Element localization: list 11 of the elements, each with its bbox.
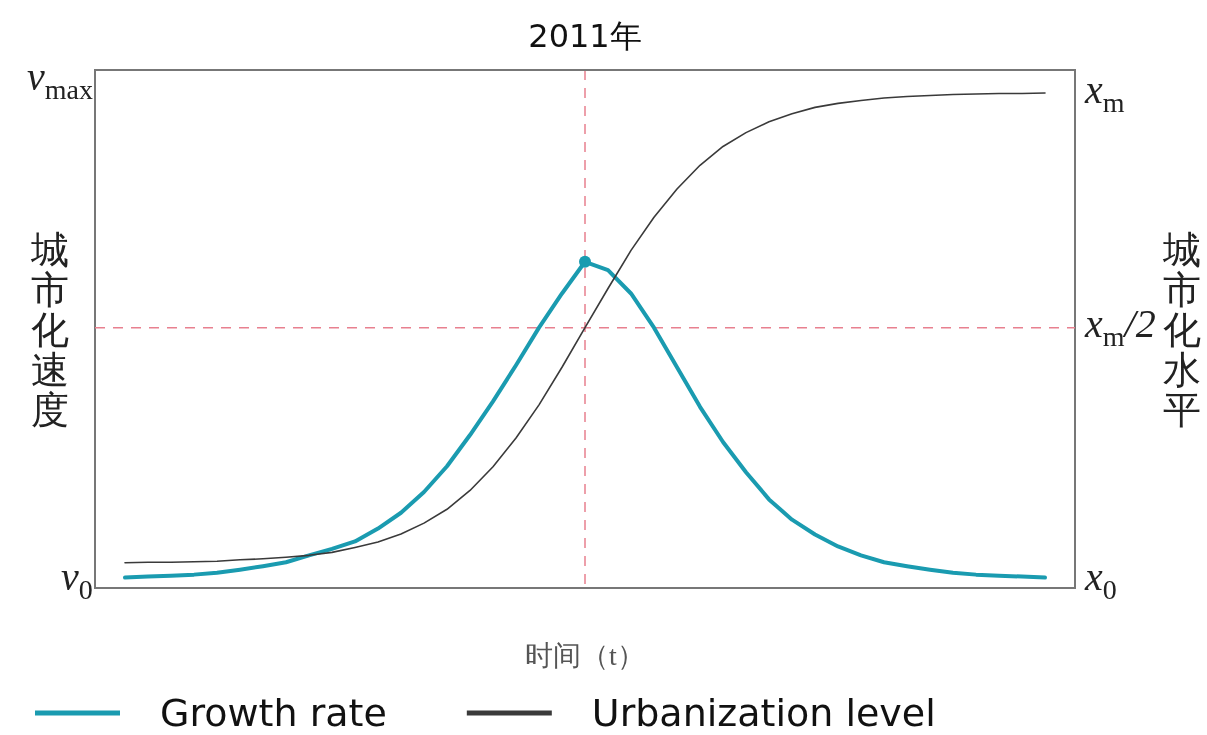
text: x$_{0}$ (1085, 553, 1117, 605)
y-axis-title: 城市化速度 (30, 229, 69, 431)
text: x$_{m}$ (1085, 66, 1125, 118)
chart-title: 2011年 (528, 17, 642, 55)
text: v$_{max}$ (27, 53, 93, 105)
y2-axis-title: 城市化水平 (1162, 229, 1201, 431)
legend-label: Growth rate (160, 691, 387, 735)
text: v$_{0}$ (61, 553, 93, 605)
legend-label: Urbanization level (591, 691, 936, 735)
x-axis-title: 时间（t） (525, 640, 645, 671)
text: x$_{m}$/2 (1085, 301, 1156, 353)
